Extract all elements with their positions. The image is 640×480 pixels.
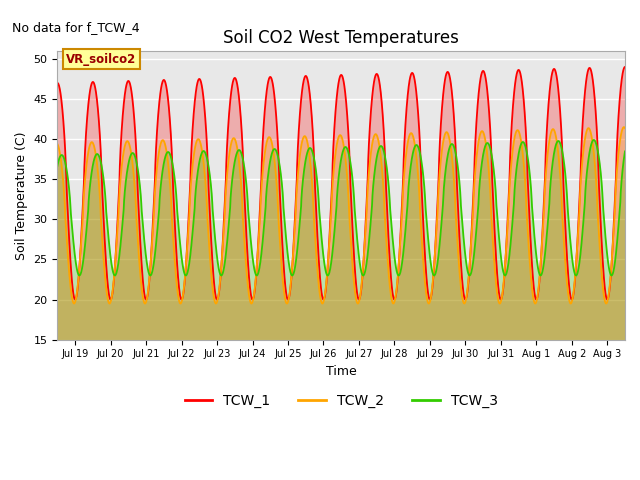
TCW_3: [54, 163, 61, 169]
TCW_3: [292, 259, 300, 264]
TCW_2: [292, 206, 300, 212]
Line: TCW_1: TCW_1: [58, 67, 625, 300]
TCW_3: [466, 273, 474, 278]
TCW_1: [466, 259, 474, 265]
X-axis label: Time: Time: [326, 365, 356, 378]
TCW_3: [575, 261, 583, 266]
Line: TCW_3: TCW_3: [58, 140, 625, 276]
Legend: TCW_1, TCW_2, TCW_3: TCW_1, TCW_2, TCW_3: [179, 388, 504, 414]
TCW_3: [604, 256, 612, 262]
TCW_1: [604, 296, 612, 302]
TCW_2: [466, 259, 474, 264]
TCW_1: [292, 193, 300, 199]
TCW_2: [575, 208, 583, 214]
TCW_1: [575, 197, 583, 203]
TCW_2: [354, 300, 362, 306]
TCW_3: [590, 137, 598, 143]
TCW_1: [71, 297, 79, 302]
Text: VR_soilco2: VR_soilco2: [67, 53, 136, 66]
TCW_3: [323, 272, 331, 278]
TCW_1: [621, 64, 629, 70]
TCW_2: [296, 148, 304, 154]
TCW_1: [54, 80, 61, 86]
TCW_1: [297, 103, 305, 109]
TCW_3: [607, 273, 615, 278]
Y-axis label: Soil Temperature (C): Soil Temperature (C): [15, 131, 28, 260]
TCW_1: [323, 271, 331, 276]
Line: TCW_2: TCW_2: [58, 127, 625, 303]
Title: Soil CO2 West Temperatures: Soil CO2 West Temperatures: [223, 28, 459, 47]
Text: No data for f_TCW_4: No data for f_TCW_4: [12, 21, 140, 34]
TCW_2: [323, 271, 331, 276]
TCW_2: [621, 125, 629, 131]
TCW_2: [54, 141, 61, 147]
TCW_3: [296, 212, 304, 218]
TCW_2: [620, 124, 628, 130]
TCW_3: [621, 148, 629, 154]
TCW_2: [604, 298, 612, 303]
